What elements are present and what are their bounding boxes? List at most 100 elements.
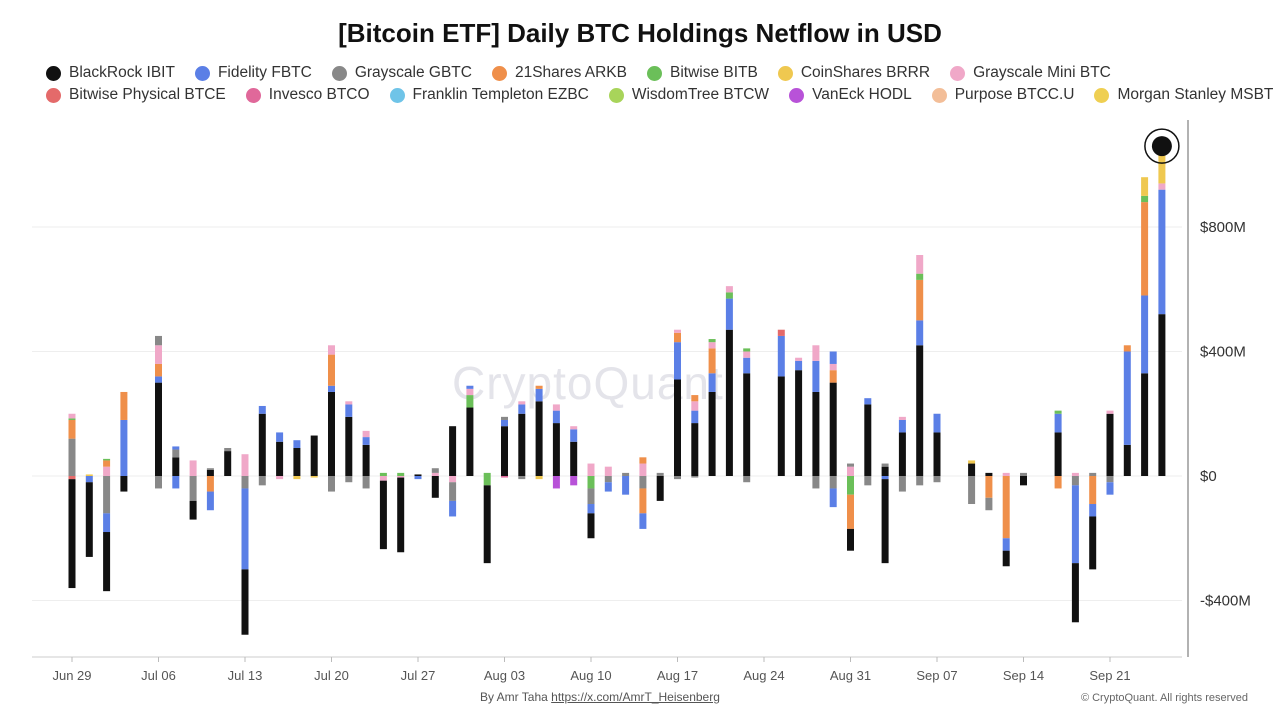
bar-segment — [1158, 314, 1166, 476]
bar-segment — [103, 476, 111, 514]
bar-segment — [1071, 563, 1079, 623]
bar-segment — [881, 463, 889, 467]
bar-segment — [155, 476, 162, 489]
legend-item[interactable]: 21Shares ARKB — [491, 64, 627, 82]
x-tick-label: Jul 13 — [228, 668, 263, 683]
bar-segment — [829, 488, 837, 508]
bar-segment — [328, 391, 335, 476]
legend-label: Fidelity FBTC — [217, 64, 312, 81]
legend-label: Franklin Templeton EZBC — [412, 86, 589, 103]
bar-segment — [328, 385, 335, 392]
bar-segment — [656, 476, 664, 501]
bar-segment — [570, 426, 578, 430]
bar-segment — [674, 329, 681, 333]
bar-segment — [431, 468, 439, 473]
bar-segment — [985, 476, 993, 498]
legend-label: VanEck HODL — [812, 86, 912, 103]
legend-item[interactable]: VanEck HODL — [789, 86, 912, 104]
bar-segment — [68, 479, 76, 589]
legend-item[interactable]: Bitwise Physical BTCE — [46, 86, 226, 104]
bar-segment — [466, 407, 474, 476]
legend-label: WisdomTree BTCW — [631, 86, 770, 103]
bar-segment — [743, 476, 751, 483]
legend-label: CoinShares BRRR — [800, 64, 931, 81]
legend-item[interactable]: Fidelity FBTC — [194, 64, 312, 82]
legend-item[interactable]: CoinShares BRRR — [777, 64, 931, 82]
bar-segment — [587, 504, 595, 514]
bar-segment — [431, 472, 439, 476]
legend-marker — [194, 65, 210, 81]
bar-segment — [968, 476, 976, 505]
bar-segment — [397, 477, 405, 553]
bar-segment — [103, 458, 111, 461]
bar-segment — [535, 385, 543, 389]
bar-segment — [691, 410, 699, 424]
bar-segment — [518, 401, 526, 405]
bar-segment — [777, 376, 785, 476]
bar-segment — [864, 404, 872, 476]
legend-marker — [491, 65, 507, 81]
bar-segment — [570, 476, 578, 486]
bar-segment — [362, 430, 370, 438]
bar-segment — [1089, 516, 1097, 570]
bar-segment — [587, 476, 595, 489]
bar-segment — [449, 500, 457, 517]
bar-segment — [224, 451, 232, 476]
bar-segment — [241, 476, 249, 489]
legend-item[interactable]: Grayscale GBTC — [331, 64, 472, 82]
bar-segment — [345, 416, 353, 476]
bar-segment — [258, 405, 266, 414]
legend-item[interactable]: Purpose BTCC.U — [931, 86, 1074, 104]
bar-segment — [708, 348, 716, 374]
x-tick-label: Aug 31 — [830, 668, 871, 683]
bar-segment — [708, 339, 716, 343]
bar-segment — [1141, 202, 1149, 296]
legend-item[interactable]: Grayscale Mini BTC — [950, 64, 1111, 82]
bar-segment — [120, 391, 128, 420]
legend-marker — [789, 87, 805, 103]
bar-segment — [1002, 476, 1010, 539]
bar-segment — [639, 457, 647, 464]
bar-segment — [258, 476, 266, 486]
bar-segment — [345, 404, 353, 417]
bar-segment — [898, 476, 906, 492]
bar-segment — [829, 363, 837, 371]
x-tick-label: Aug 24 — [743, 668, 784, 683]
legend-item[interactable]: Morgan Stanley MSBT — [1094, 86, 1273, 104]
bar-segment — [1106, 476, 1114, 483]
legend-label: Grayscale Mini BTC — [973, 64, 1111, 81]
author-link[interactable]: https://x.com/AmrT_Heisenberg — [551, 690, 720, 704]
bar-segment — [362, 444, 370, 476]
bar-segment — [743, 373, 751, 476]
bar-segment — [362, 476, 370, 489]
bar-segment — [933, 413, 941, 433]
bar-segment — [1054, 476, 1062, 489]
bar-segment — [829, 370, 837, 383]
legend-item[interactable]: BlackRock IBIT — [46, 64, 175, 82]
legend-item[interactable]: Bitwise BITB — [646, 64, 758, 82]
bar-segment — [847, 494, 854, 529]
bar-segment — [1123, 444, 1131, 476]
bar-segment — [345, 401, 353, 405]
x-tick-label: Aug 17 — [657, 668, 698, 683]
bar-segment — [68, 476, 76, 480]
legend-label: Bitwise Physical BTCE — [69, 86, 226, 103]
bar-segment — [1158, 189, 1166, 315]
bar-segment — [847, 528, 854, 551]
legend-item[interactable]: Franklin Templeton EZBC — [389, 86, 589, 104]
legend-label: Grayscale GBTC — [354, 64, 472, 81]
bar-segment — [1071, 485, 1079, 564]
bar-segment — [535, 401, 543, 476]
legend-item[interactable]: Invesco BTCO — [245, 86, 370, 104]
bar-segment — [674, 476, 681, 480]
x-tick-label: Aug 03 — [484, 668, 525, 683]
legend-item[interactable]: WisdomTree BTCW — [608, 86, 770, 104]
bar-segment — [206, 468, 214, 470]
bar-segment — [847, 466, 854, 476]
bar-segment — [518, 413, 526, 476]
bar-segment — [1020, 476, 1027, 486]
bar-segment — [241, 569, 249, 635]
bar-segment — [276, 476, 284, 480]
bar-segment — [1123, 345, 1131, 352]
bar-segment — [535, 388, 543, 402]
